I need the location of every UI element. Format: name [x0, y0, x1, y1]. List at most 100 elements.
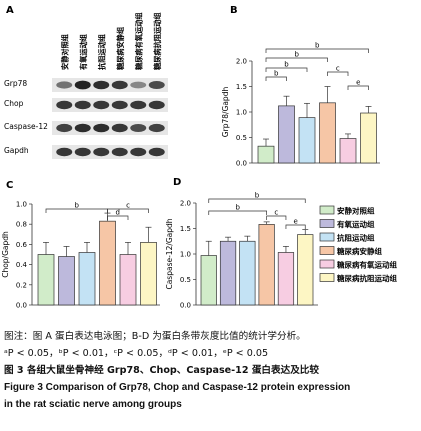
blot-band — [74, 100, 91, 110]
y-tick-label: 0.6 — [16, 241, 28, 249]
bar — [258, 224, 275, 306]
chart-d-caspase12: 0.0 0.5 1.0 1.5 2.0 Caspase-12/Gapdh b b c e — [165, 192, 318, 310]
figure-captions: 图注：图 A 蛋白表达电泳图；B-D 为蛋白条带灰度比值的统计学分析。 ᵃP <… — [4, 328, 419, 413]
significance-label: e — [293, 218, 297, 226]
blot-band — [111, 100, 128, 110]
y-axis-label: Grp78/Gapdh — [221, 87, 230, 138]
caption-stats: ᵃP < 0.05，ᵇP < 0.01，ᶜP < 0.05，ᵈP < 0.01，… — [4, 348, 269, 359]
significance-bracket — [347, 85, 369, 90]
y-tick-label: 1.0 — [180, 251, 191, 259]
blot-band — [148, 100, 165, 110]
y-tick-label: 2.0 — [236, 58, 247, 66]
significance-bracket — [285, 224, 306, 229]
significance-bracket — [265, 48, 369, 53]
bar — [78, 252, 96, 306]
significance-label: b — [255, 192, 260, 200]
blot-band — [148, 123, 165, 133]
caption-note: 图注：图 A 蛋白表达电泳图；B-D 为蛋白条带灰度比值的统计学分析。 — [4, 331, 306, 342]
blot-band — [148, 147, 165, 157]
bar — [140, 242, 157, 306]
legend-swatch — [319, 219, 335, 228]
bar — [257, 145, 275, 164]
legend-swatch — [319, 232, 335, 242]
lane-label: 糖尿病安静组 — [116, 26, 125, 70]
lane-label: 抗阻运动组 — [97, 33, 106, 70]
y-tick-label: 2.0 — [180, 200, 191, 208]
legend-label: 糖尿病有氧运动组 — [337, 260, 397, 270]
y-tick-label: 0.0 — [16, 302, 27, 310]
significance-bracket — [208, 198, 306, 203]
legend-label: 糖尿病安静组 — [337, 246, 382, 256]
blot-band — [130, 147, 147, 157]
blot-row-label: Gapdh — [4, 146, 29, 155]
bar — [239, 240, 256, 306]
blot-band — [56, 123, 73, 133]
significance-label: b — [75, 202, 80, 210]
chart-c-chop: 0.0 0.2 0.4 0.6 0.8 1.0 Chop/Gapdh b dc — [1, 201, 160, 310]
western-blot-panel: 安静对照组 有氧运动组 抗阻运动组 糖尿病安静组 糖尿病有氧运动组 糖尿病抗阻运动组 Grp… — [4, 12, 168, 159]
bar — [298, 117, 316, 164]
y-tick-label: 0.8 — [16, 221, 27, 229]
lane-label: 糖尿病有氧运动组 — [134, 12, 143, 70]
blot-band — [56, 81, 73, 89]
legend-swatch — [319, 246, 335, 255]
significance-bracket — [265, 67, 308, 72]
significance-bracket — [107, 215, 129, 220]
significance-bracket — [266, 215, 287, 220]
significance-label: b — [295, 51, 300, 59]
figure-canvas: A B C D 安静对照组 有氧运动组 抗阻运动组 糖尿病安静组 糖尿病有氧运动组 糖尿病… — [1, 5, 397, 310]
bar — [319, 102, 336, 164]
blot-band — [111, 80, 128, 90]
legend-label: 有氧运动组 — [337, 219, 375, 229]
panel-letter-a: A — [6, 5, 14, 16]
caption-figure-en-2: in the rat sciatic nerve among groups — [4, 399, 182, 410]
significance-bracket — [208, 210, 267, 215]
bar — [297, 234, 314, 306]
bar — [360, 112, 377, 164]
lane-label: 安静对照组 — [60, 33, 69, 70]
significance-bracket — [45, 208, 108, 213]
significance-label: d — [116, 209, 120, 217]
blot-band — [111, 147, 128, 157]
blot-band — [93, 123, 110, 133]
panel-letter-d: D — [173, 177, 181, 188]
blot-band — [93, 80, 110, 90]
legend-swatch — [319, 259, 335, 269]
legend-label: 安静对照组 — [337, 206, 375, 216]
significance-label: b — [315, 42, 320, 50]
blot-band — [74, 147, 91, 157]
caption-figure-cn: 图 3 各组大鼠坐骨神经 Grp78、Chop、Caspase-12 蛋白表达及… — [4, 365, 319, 376]
lane-label: 糖尿病抗阻运动组 — [153, 12, 162, 70]
significance-label: b — [274, 70, 279, 78]
y-tick-label: 0.4 — [16, 261, 28, 269]
bar — [339, 138, 357, 164]
significance-label: b — [235, 204, 240, 212]
bar — [37, 254, 55, 306]
blot-band — [130, 81, 147, 89]
significance-label: c — [336, 65, 340, 73]
significance-bracket — [265, 57, 328, 62]
bar — [200, 255, 217, 306]
bar — [99, 220, 116, 306]
significance-bracket — [265, 76, 287, 81]
y-axis-label: Chop/Gapdh — [1, 231, 10, 278]
y-tick-label: 1.5 — [236, 83, 247, 91]
y-tick-label: 0.5 — [236, 134, 247, 142]
legend-label: 抗阻运动组 — [337, 233, 375, 243]
blot-row-label: Caspase-12 — [4, 122, 48, 131]
y-tick-label: 0.0 — [180, 302, 191, 310]
y-tick-label: 1.5 — [180, 225, 191, 233]
blot-band — [130, 100, 147, 110]
blot-band — [56, 147, 73, 157]
lane-label: 有氧运动组 — [79, 33, 88, 70]
y-tick-label: 0.5 — [180, 276, 191, 284]
legend-swatch — [319, 205, 335, 215]
y-tick-label: 0.2 — [16, 281, 27, 289]
blot-band — [111, 123, 128, 133]
blot-band — [93, 100, 110, 110]
blot-band — [93, 147, 110, 157]
blot-row-label: Chop — [4, 99, 24, 108]
bar — [58, 256, 75, 306]
